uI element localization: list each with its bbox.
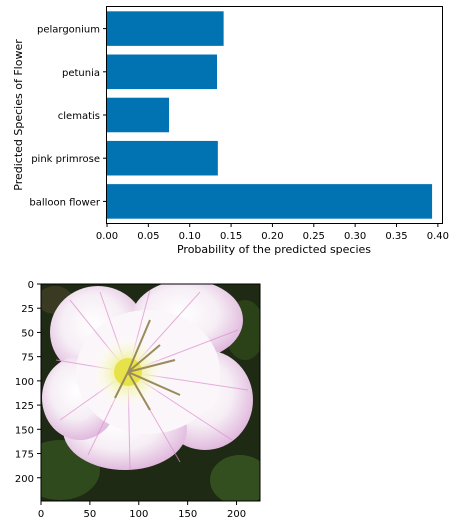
- bar-petunia: [107, 54, 218, 90]
- image-x-tick-label: 100: [129, 509, 148, 520]
- x-tick-label: 0.00: [96, 231, 118, 242]
- bar-pelargonium: [107, 11, 224, 46]
- x-tick-label: 0.10: [179, 231, 201, 242]
- image-x-ticks: 0 50 100 150 200: [38, 501, 246, 520]
- image-y-tick-label: 150: [15, 425, 34, 436]
- image-y-ticks: 0 25 50 75 100 125 150 175 200: [15, 280, 41, 485]
- image-frame: [40, 283, 261, 502]
- y-axis-label: Predicted Species of Flower: [12, 39, 25, 191]
- image-x-tick-label: 200: [227, 509, 246, 520]
- x-tick-label: 0.40: [427, 231, 449, 242]
- image-y-tick-label: 50: [21, 328, 34, 339]
- bar-balloon-flower: [107, 184, 433, 219]
- x-tick-label: 0.20: [261, 231, 283, 242]
- x-tick-label: 0.25: [303, 231, 325, 242]
- y-tick-label: petunia: [62, 68, 100, 79]
- image-x-tick-label: 0: [38, 509, 44, 520]
- image-x-tick-label: 150: [178, 509, 197, 520]
- y-tick-label: pink primrose: [31, 154, 100, 165]
- x-axis-label: Probability of the predicted species: [177, 243, 371, 256]
- image-y-tick-label: 75: [21, 353, 34, 364]
- y-tick-label: pelargonium: [37, 25, 100, 36]
- x-tick-label: 0.15: [220, 231, 242, 242]
- x-tick-label: 0.30: [344, 231, 366, 242]
- bar-chart: 0.00 0.05 0.10 0.15 0.20 0.25 0.30 0.35 0.40 bal…: [12, 6, 449, 256]
- y-ticks: balloon flower pink primrose clematis petun…: [29, 25, 107, 208]
- flower-image: [41, 284, 260, 501]
- image-y-tick-label: 100: [15, 377, 34, 388]
- image-y-tick-label: 125: [15, 401, 34, 412]
- image-y-tick-label: 175: [15, 450, 34, 461]
- y-tick-label: clematis: [58, 111, 100, 122]
- image-y-tick-label: 0: [28, 280, 34, 291]
- bar-pink-primrose: [107, 140, 218, 176]
- image-x-tick-label: 50: [84, 509, 97, 520]
- image-y-tick-label: 200: [15, 474, 34, 485]
- x-tick-label: 0.05: [137, 231, 159, 242]
- bar-clematis: [107, 97, 170, 133]
- x-tick-label: 0.35: [385, 231, 407, 242]
- image-plot: 0 50 100 150 200 0 25 50 75 100 125 150 175 200: [15, 280, 261, 520]
- y-tick-label: balloon flower: [29, 197, 101, 208]
- image-y-tick-label: 25: [21, 304, 34, 315]
- bars-group: [107, 11, 433, 219]
- x-ticks: 0.00 0.05 0.10 0.15 0.20 0.25 0.30 0.35 0.40: [96, 223, 449, 242]
